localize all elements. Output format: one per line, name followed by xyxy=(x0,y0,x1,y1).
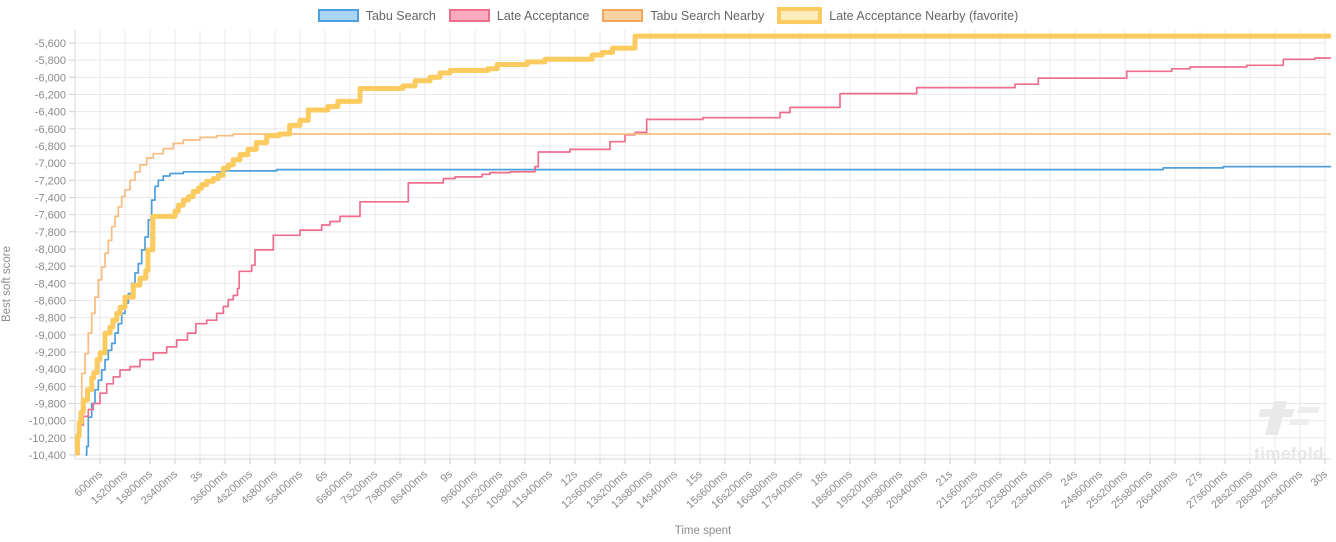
y-tick-label: -6,200 xyxy=(35,90,66,102)
y-tick-label: -9,200 xyxy=(35,347,66,359)
y-tick-label: -10,000 xyxy=(29,416,66,428)
legend-swatch-icon xyxy=(777,7,823,24)
tick-labels: -5,600 -5,800 -6,000 -6,200 -6,400 -6,600 -6,8… xyxy=(29,38,1331,511)
y-tick-label: -7,400 xyxy=(35,193,66,205)
legend-label: Tabu Search xyxy=(365,8,436,23)
series-line-1 xyxy=(76,57,1331,455)
legend-swatch-icon xyxy=(448,9,490,22)
y-tick-label: -6,400 xyxy=(35,107,66,119)
y-tick-label: -9,400 xyxy=(35,364,66,376)
y-tick-label: -8,400 xyxy=(35,278,66,290)
y-tick-label: -8,600 xyxy=(35,296,66,308)
y-tick-label: -6,000 xyxy=(35,72,66,84)
y-tick-label: -7,000 xyxy=(35,158,66,170)
x-tick-label: 30s xyxy=(1309,468,1331,489)
x-axis-title: Time spent xyxy=(675,525,732,537)
y-tick-label: -9,800 xyxy=(35,399,66,411)
series-lines xyxy=(75,33,1331,456)
y-tick-label: -10,200 xyxy=(29,433,66,445)
legend-label: Late Acceptance Nearby (favorite) xyxy=(829,8,1019,23)
legend-item-3[interactable]: Late Acceptance Nearby (favorite) xyxy=(777,7,1018,24)
timefold-watermark: timefold xyxy=(1246,399,1332,464)
y-tick-label: -8,800 xyxy=(35,313,66,325)
series-line-0 xyxy=(85,165,1331,456)
series-line-3 xyxy=(75,33,1331,456)
legend-item-1[interactable]: Late Acceptance xyxy=(448,8,590,23)
legend-item-2[interactable]: Tabu Search Nearby xyxy=(602,9,764,23)
y-tick-label: -6,600 xyxy=(35,124,66,136)
y-tick-label: -6,800 xyxy=(35,141,66,153)
timefold-logo-icon xyxy=(1258,401,1320,435)
y-tick-label: -10,400 xyxy=(29,450,66,462)
x-tick-label: 9s xyxy=(438,468,455,485)
y-tick-label: -9,000 xyxy=(35,330,66,342)
chart-legend: Tabu Search Late Acceptance Tabu Search Ne… xyxy=(0,7,1336,24)
y-tick-label: -5,600 xyxy=(35,38,66,50)
y-tick-label: -7,600 xyxy=(35,210,66,222)
legend-label: Late Acceptance xyxy=(496,8,590,23)
y-tick-label: -9,600 xyxy=(35,381,66,393)
y-tick-label: -7,800 xyxy=(35,227,66,239)
x-tick-label: 6s xyxy=(313,468,330,485)
grid xyxy=(75,30,1326,459)
legend-swatch-icon xyxy=(602,9,644,22)
legend-label: Tabu Search Nearby xyxy=(650,8,765,23)
x-tick-label: 3s xyxy=(188,468,205,485)
y-tick-label: -8,000 xyxy=(35,244,66,256)
series-line-2 xyxy=(76,133,1331,452)
y-tick-label: -8,200 xyxy=(35,261,66,273)
legend-swatch-icon xyxy=(317,9,359,22)
y-tick-label: -7,200 xyxy=(35,175,66,187)
watermark-wordmark: timefold xyxy=(1253,444,1325,463)
legend-item-0[interactable]: Tabu Search xyxy=(317,8,436,23)
y-tick-label: -5,800 xyxy=(35,55,66,67)
axes xyxy=(69,30,1331,464)
y-axis-title: Best soft score xyxy=(1,246,13,322)
